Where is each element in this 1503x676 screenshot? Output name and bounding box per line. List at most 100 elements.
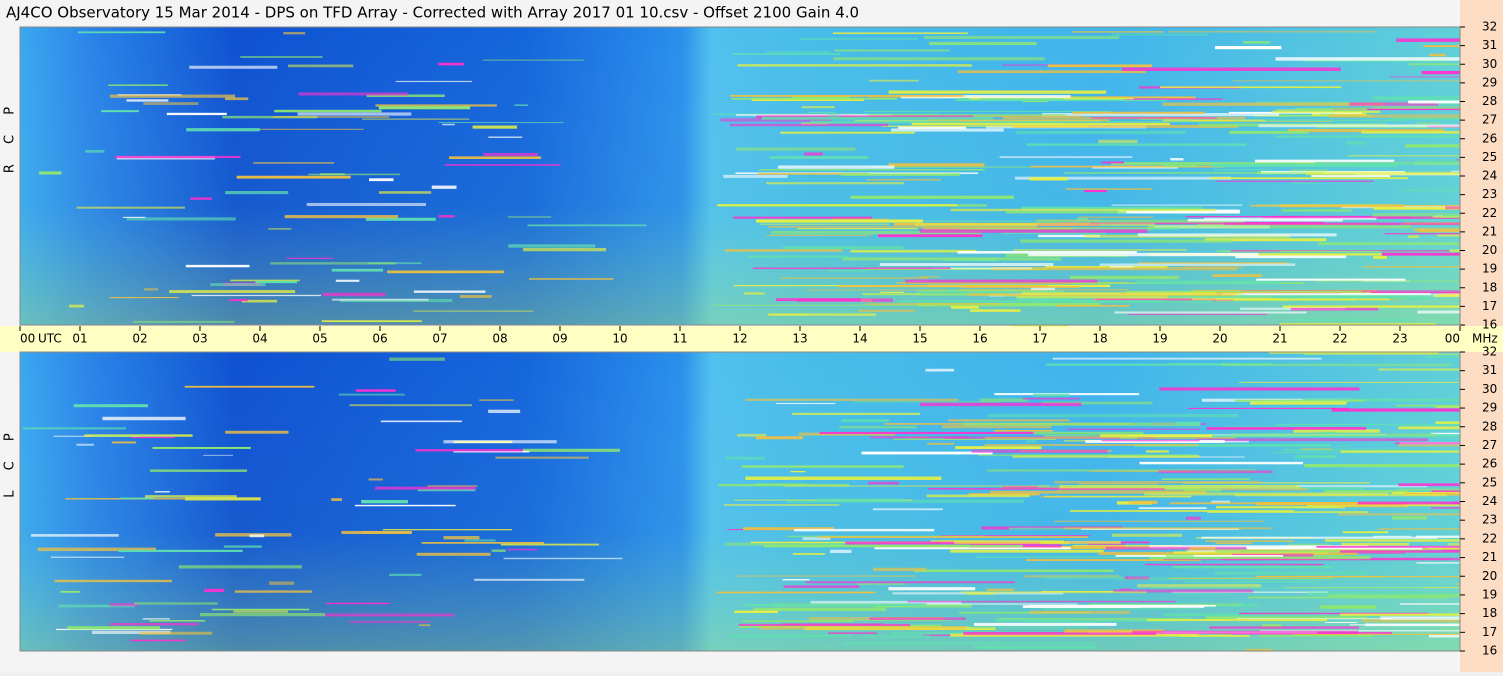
spectrogram-streak — [1185, 549, 1380, 551]
spectrogram-streak — [736, 575, 916, 577]
spectrogram-streak — [1207, 511, 1368, 513]
spectrogram-streak — [389, 573, 422, 576]
spectrogram-streak — [413, 290, 486, 293]
spectrogram-streak — [152, 446, 251, 449]
spectrogram-streak — [801, 122, 829, 125]
spectrogram-streak — [378, 191, 432, 194]
spectrogram-streak — [1417, 310, 1460, 314]
spectrogram-streak — [284, 215, 399, 219]
spectrogram-streak — [907, 600, 1176, 603]
spectrogram-streak — [1294, 487, 1364, 490]
spectrogram-streak — [413, 310, 534, 312]
time-axis-strip — [0, 326, 1503, 352]
spectrogram-streak — [1357, 501, 1460, 505]
spectrogram-streak — [1163, 613, 1385, 617]
spectrogram-streak — [815, 498, 904, 502]
x-tick-label: 21 — [1272, 332, 1287, 346]
spectrogram-streak — [1162, 119, 1266, 122]
spectrogram-streak — [1078, 216, 1153, 219]
spectrogram-streak — [1423, 45, 1460, 48]
spectrogram-streak — [178, 565, 302, 569]
spectrogram-streak — [1214, 571, 1367, 575]
spectrogram-streak — [51, 556, 125, 558]
spectrogram-streak — [974, 645, 1097, 649]
spectrogram-streak — [1256, 502, 1406, 506]
spectrogram-streak — [418, 624, 431, 626]
spectrogram-panel — [20, 352, 1460, 652]
spectrogram-streak — [1421, 70, 1460, 75]
spectrogram-streak — [900, 95, 1071, 99]
x-unit: UTC — [38, 332, 62, 346]
spectrogram-streak — [102, 416, 186, 421]
spectrogram-streak — [1047, 64, 1153, 68]
spectrogram-streak — [842, 257, 1062, 261]
y-tick-label: 31 — [1482, 38, 1497, 52]
y-tick-label: 24 — [1482, 169, 1497, 183]
spectrogram-streak — [375, 104, 497, 107]
spectrogram-streak — [272, 116, 390, 118]
spectrogram-streak — [738, 623, 911, 627]
spectrogram-streak — [926, 119, 1110, 122]
spectrogram-streak — [1070, 96, 1196, 100]
spectrogram-streak — [1206, 427, 1367, 430]
spectrogram-streak — [759, 626, 967, 630]
spectrogram-streak — [1396, 38, 1460, 42]
spectrogram-streak — [126, 217, 236, 221]
spectrogram-streak — [752, 267, 951, 270]
spectrogram-streak — [331, 498, 342, 501]
spectrogram-streak — [975, 556, 1226, 558]
spectrogram-streak — [1268, 352, 1439, 354]
spectrogram-streak — [1431, 506, 1460, 510]
spectrogram-streak — [1168, 31, 1375, 33]
spectrogram-streak — [1337, 513, 1460, 516]
spectrogram-streak — [522, 247, 607, 252]
spectrogram-streak — [1324, 621, 1358, 624]
spectrogram-streak — [741, 465, 904, 468]
spectrogram-streak — [898, 126, 967, 129]
spectrogram-streak — [760, 223, 890, 225]
y-tick-label: 18 — [1482, 606, 1497, 620]
spectrogram-streak — [101, 110, 139, 113]
spectrogram-streak — [249, 534, 265, 538]
spectrogram-streak — [761, 116, 993, 120]
spectrogram-streak — [229, 299, 249, 302]
spectrogram-streak — [780, 131, 915, 134]
spectrogram-streak — [438, 62, 465, 66]
spectrogram-streak — [1398, 426, 1460, 430]
y-tick-label: 32 — [1482, 20, 1497, 34]
y-tick-label: 23 — [1482, 187, 1497, 201]
spectrogram-streak — [1071, 111, 1205, 114]
spectrogram-streak — [874, 547, 1071, 550]
spectrogram-streak — [76, 443, 94, 446]
spectrogram-streak — [122, 216, 146, 218]
spectrogram-streak — [840, 173, 961, 176]
spectrogram-streak — [1036, 219, 1245, 224]
x-tick-label: 02 — [132, 332, 147, 346]
spectrogram-streak — [776, 402, 836, 405]
spectrogram-streak — [1069, 509, 1294, 512]
spectrogram-streak — [1381, 252, 1460, 256]
spectrogram-streak — [984, 444, 1198, 446]
spectrogram-streak — [186, 128, 260, 132]
spectrogram-streak — [1304, 59, 1447, 62]
spectrogram-streak — [1349, 624, 1460, 626]
spectrogram-streak — [1013, 249, 1187, 251]
spectrogram-streak — [1245, 648, 1273, 652]
spectrogram-streak — [322, 292, 386, 297]
spectrogram-streak — [69, 304, 84, 308]
spectrogram-streak — [1398, 443, 1460, 447]
spectrogram-streak — [1435, 421, 1460, 424]
y-tick-label: 28 — [1482, 94, 1497, 108]
spectrogram-streak — [354, 504, 456, 507]
spectrogram-streak — [790, 470, 806, 473]
spectrogram-streak — [799, 38, 918, 40]
spectrogram-streak — [1373, 207, 1460, 210]
spectrogram-streak — [1428, 634, 1460, 638]
spectrogram-streak — [321, 320, 422, 323]
spectrogram-streak — [387, 270, 504, 274]
spectrogram-streak — [877, 234, 983, 238]
spectrogram-streak — [438, 121, 564, 124]
spectrogram-streak — [1036, 219, 1100, 221]
spectrogram-streak — [255, 280, 297, 284]
